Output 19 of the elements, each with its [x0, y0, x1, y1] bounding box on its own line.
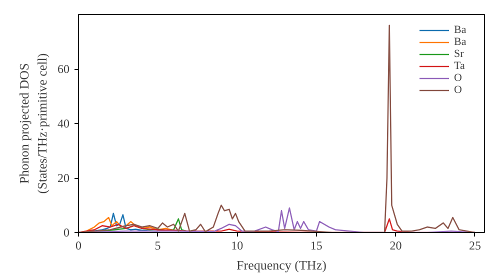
y-axis-title: Phonon projected DOS (States/THz·primitive cell) [16, 53, 50, 194]
x-tick-label: 20 [390, 238, 402, 252]
legend-label: Ta [454, 60, 466, 72]
legend-label: O [454, 72, 463, 84]
legend-label: O [454, 84, 463, 96]
y-tick-label: 40 [58, 116, 70, 130]
y-tick-label: 20 [58, 171, 70, 185]
legend-label: Ba [454, 36, 468, 48]
x-tick-label: 5 [154, 238, 161, 252]
y-tick-label: 60 [58, 62, 70, 76]
x-tick-label: 10 [231, 238, 244, 252]
y-tick-label: 0 [64, 226, 70, 240]
line-series [78, 24, 476, 232]
x-tick-label: 25 [468, 238, 481, 252]
legend-label: Sr [454, 48, 465, 60]
legend-label: Ba [454, 24, 468, 36]
x-tick-label: 15 [310, 238, 322, 252]
x-axis-title: Frequency (THz) [236, 258, 326, 272]
x-tick-label: 0 [76, 238, 82, 252]
